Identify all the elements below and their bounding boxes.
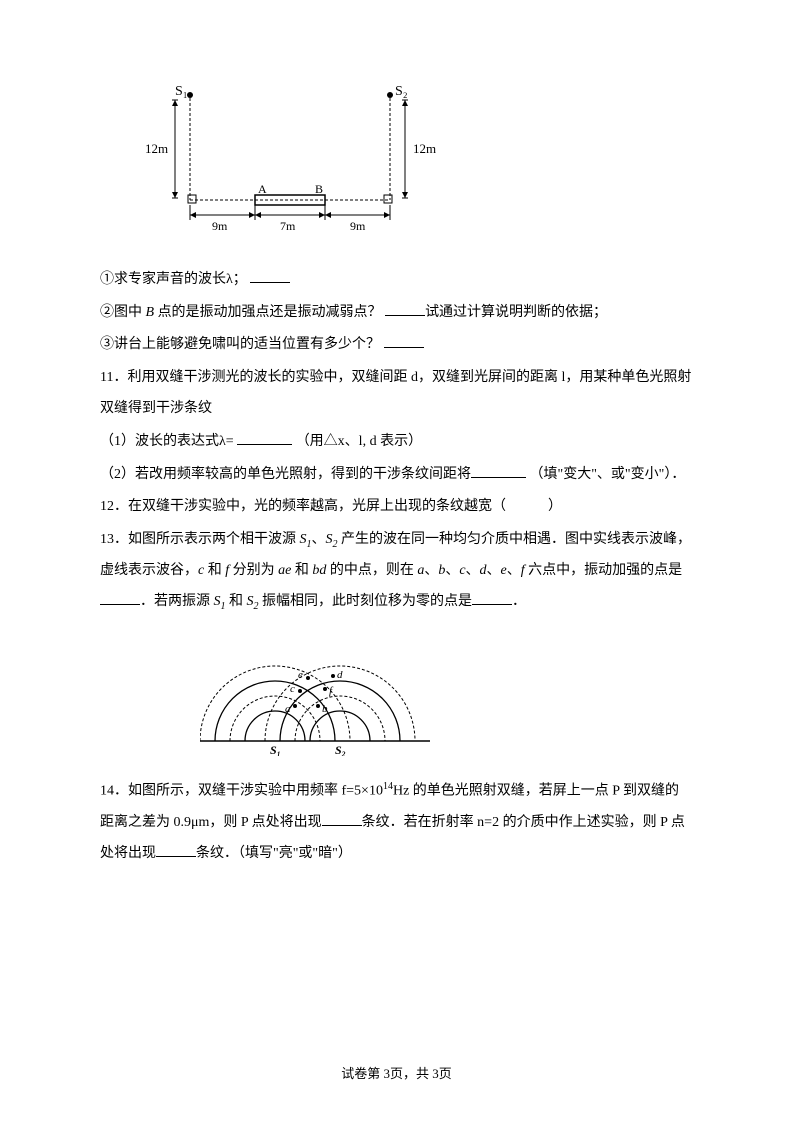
left-width: 9m [212,219,228,233]
right-height: 12m [413,141,436,156]
svg-text:f: f [329,685,334,697]
page-content: S₁ S₂ 12m 12m [100,80,693,869]
diagram-speakers: S₁ S₂ 12m 12m [140,80,693,253]
svg-text:e: e [298,669,303,681]
svg-text:S₂: S₂ [335,743,346,756]
svg-text:d: d [337,669,343,681]
q-sub3: ③讲台上能够避免啸叫的适当位置有多少个？ [100,330,693,361]
q12: 12．在双缝干涉实验中，光的频率越高，光屏上出现的条纹越宽（ ） [100,492,693,523]
mid-width: 7m [280,219,296,233]
q11-1: （1）波长的表达式λ= （用△x、l, d 表示） [100,427,693,458]
diagram-waves: a b c d e f S₁ S₂ [200,626,693,769]
svg-text:b: b [322,703,328,715]
q13: 13．如图所示表示两个相干波源 S1、S2 产生的波在同一种均匀介质中相遇．图中… [100,525,693,617]
b-label: B [315,182,323,196]
page-footer: 试卷第 3页，共 3页 [0,1063,793,1082]
left-height: 12m [145,141,168,156]
q14: 14．如图所示，双缝干涉实验中用频率 f=5×1014Hz 的单色光照射双缝，若… [100,776,693,869]
svg-text:S₁: S₁ [270,743,281,756]
q11: 11．利用双缝干涉测光的波长的实验中，双缝间距 d，双缝到光屏间的距离 l，用某… [100,363,693,425]
svg-text:a: a [285,703,291,715]
s2-label: S₂ [395,84,408,99]
right-width: 9m [350,219,366,233]
q-sub1: ①求专家声音的波长λ； [100,265,693,296]
svg-text:c: c [290,683,295,695]
q11-2: （2）若改用频率较高的单色光照射，得到的干涉条纹间距将 （填"变大"、或"变小"… [100,460,693,491]
q-sub2: ②图中 B 点的是振动加强点还是振动减弱点？ 试通过计算说明判断的依据； [100,298,693,329]
a-label: A [258,182,267,196]
s1-label: S₁ [175,84,188,99]
